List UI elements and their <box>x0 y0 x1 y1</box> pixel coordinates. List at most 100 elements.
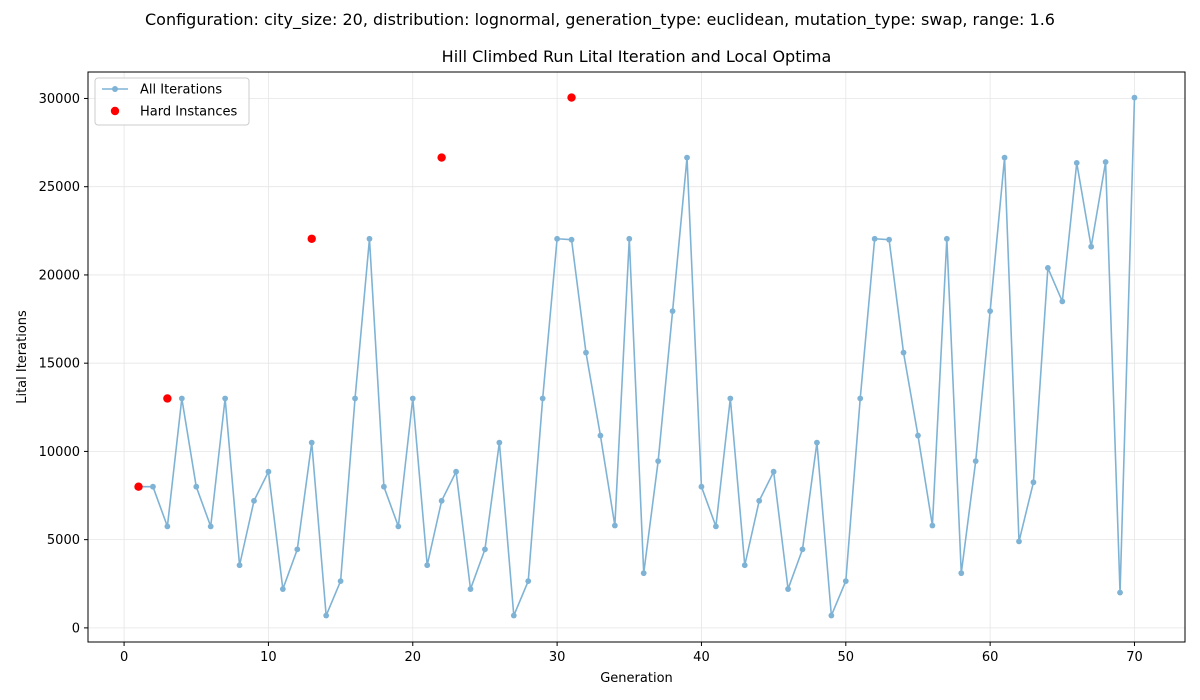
data-point-all-iterations <box>929 522 936 529</box>
data-point-all-iterations <box>972 458 979 465</box>
data-point-all-iterations <box>943 235 950 242</box>
data-point-all-iterations <box>279 586 286 592</box>
data-point-all-iterations <box>366 235 373 242</box>
data-point-all-iterations <box>265 468 272 475</box>
data-point-hard-instance <box>134 482 143 491</box>
data-point-all-iterations <box>842 578 849 585</box>
data-point-all-iterations <box>655 458 662 465</box>
data-point-all-iterations <box>554 235 561 242</box>
data-point-all-iterations <box>323 612 330 619</box>
x-tick-label: 40 <box>693 650 710 665</box>
x-axis-label: Generation <box>600 671 673 686</box>
grid <box>88 72 1185 642</box>
data-point-all-iterations <box>799 546 806 553</box>
data-point-hard-instance <box>567 93 576 102</box>
data-point-all-iterations <box>1131 94 1138 101</box>
data-point-all-iterations <box>352 395 358 402</box>
y-tick-label: 15000 <box>39 357 80 372</box>
x-axis: 0 10 20 30 40 50 60 70 <box>120 642 1143 665</box>
data-point-all-iterations <box>438 497 445 504</box>
data-point-all-iterations <box>669 308 676 315</box>
data-point-all-iterations <box>640 570 647 577</box>
data-point-all-iterations <box>857 395 864 402</box>
figure-suptitle: Configuration: city_size: 20, distributi… <box>145 10 1055 29</box>
y-tick-label: 10000 <box>39 445 80 460</box>
data-point-all-iterations <box>698 483 705 490</box>
data-point-all-iterations <box>1044 264 1051 271</box>
data-point-all-iterations <box>409 395 416 402</box>
data-point-all-iterations <box>482 546 488 553</box>
data-point-all-iterations <box>727 395 734 402</box>
data-point-all-iterations <box>395 523 402 530</box>
data-point-all-iterations <box>1016 538 1022 545</box>
legend: All Iterations Hard Instances <box>94 77 250 126</box>
legend-box <box>94 77 250 126</box>
y-tick-label: 25000 <box>39 180 80 195</box>
legend-label-hard-instances: Hard Instances <box>140 105 238 120</box>
data-point-all-iterations <box>1117 589 1123 596</box>
x-tick-label: 70 <box>1126 650 1143 665</box>
data-point-all-iterations <box>958 570 965 577</box>
data-point-hard-instance <box>163 394 172 403</box>
data-point-all-iterations <box>712 523 719 530</box>
data-point-all-iterations <box>828 612 835 619</box>
data-point-all-iterations <box>222 395 229 402</box>
data-point-all-iterations <box>900 349 907 356</box>
data-point-hard-instance <box>307 234 316 243</box>
data-point-all-iterations <box>1102 159 1109 165</box>
data-point-all-iterations <box>424 562 431 569</box>
y-tick-label: 0 <box>72 621 80 636</box>
data-point-all-iterations <box>741 562 748 569</box>
data-point-hard-instance <box>437 153 446 162</box>
data-point-all-iterations <box>583 349 589 356</box>
data-point-all-iterations <box>915 432 921 439</box>
data-point-all-iterations <box>525 578 532 585</box>
data-point-all-iterations <box>1073 159 1080 166</box>
data-point-all-iterations <box>337 578 344 585</box>
series-line-all-iterations <box>138 97 1136 617</box>
data-point-all-iterations <box>611 522 618 529</box>
data-point-all-iterations <box>150 483 156 490</box>
data-point-all-iterations <box>467 586 474 592</box>
data-point-all-iterations <box>207 523 214 530</box>
data-point-all-iterations <box>1088 243 1095 250</box>
legend-label-all-iterations: All Iterations <box>140 83 222 98</box>
series-layer <box>134 93 1138 619</box>
plot-frame <box>87 71 1186 643</box>
y-axis: 0 5000 10000 15000 20000 25000 30000 <box>39 92 88 636</box>
x-tick-label: 0 <box>120 650 128 665</box>
data-point-all-iterations <box>178 395 185 402</box>
data-point-all-iterations <box>308 439 315 446</box>
y-axis-label: Lital Iterations <box>15 310 30 404</box>
x-tick-label: 30 <box>549 650 566 665</box>
legend-line-marker <box>112 86 118 92</box>
data-point-all-iterations <box>381 483 387 490</box>
data-point-all-iterations <box>987 308 994 315</box>
x-tick-label: 10 <box>260 650 277 665</box>
data-point-all-iterations <box>886 236 892 243</box>
x-tick-label: 50 <box>838 650 855 665</box>
data-point-all-iterations <box>814 439 820 446</box>
data-point-all-iterations <box>756 497 763 504</box>
y-tick-label: 20000 <box>39 268 80 283</box>
legend-hard-marker <box>110 106 120 116</box>
data-point-all-iterations <box>626 235 633 242</box>
data-point-all-iterations <box>539 395 546 402</box>
data-point-all-iterations <box>251 497 257 504</box>
data-point-all-iterations <box>684 154 690 161</box>
y-tick-label: 5000 <box>47 533 80 548</box>
data-point-all-iterations <box>294 546 301 553</box>
data-point-all-iterations <box>164 523 171 530</box>
data-point-all-iterations <box>453 468 459 475</box>
plot-title: Hill Climbed Run Lital Iteration and Loc… <box>442 47 832 66</box>
data-point-all-iterations <box>510 612 517 619</box>
data-point-all-iterations <box>236 562 243 569</box>
data-point-all-iterations <box>193 483 200 490</box>
x-tick-label: 20 <box>404 650 421 665</box>
x-tick-label: 60 <box>982 650 999 665</box>
y-tick-label: 30000 <box>39 92 80 107</box>
data-point-all-iterations <box>871 235 878 242</box>
data-point-all-iterations <box>770 468 777 475</box>
